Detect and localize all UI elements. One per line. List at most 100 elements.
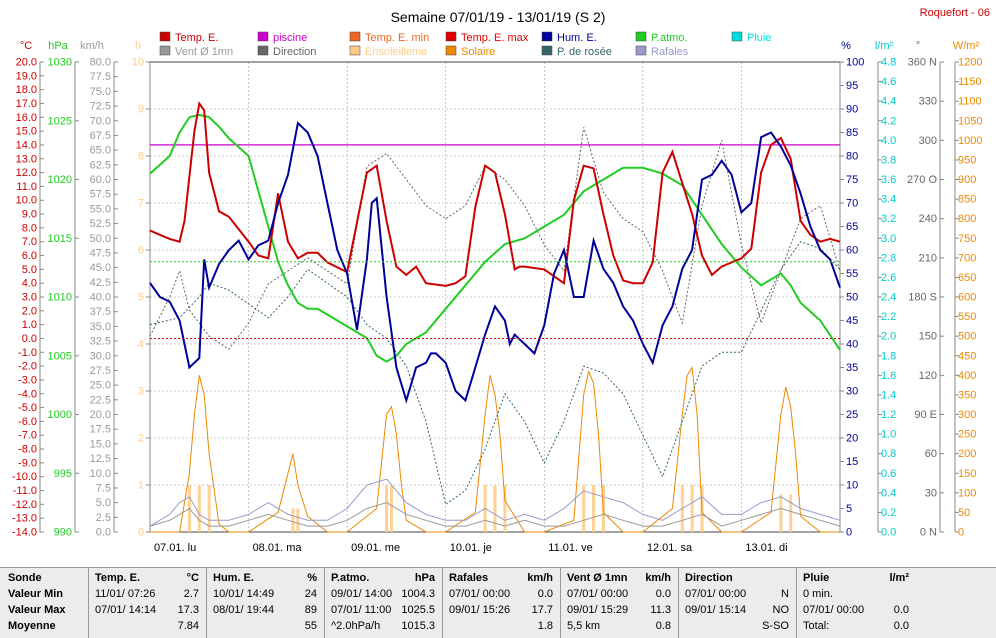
dir-title: Direction (685, 572, 733, 584)
temp-tick-label: -10.0 (12, 471, 37, 483)
series-line-temp-e- (149, 100, 841, 287)
temp-max: 17.3 (177, 604, 199, 616)
chart-axes: 07.01. lu 08.01. ma 09.01. me 10.01. je 11.0… (12, 40, 983, 554)
sun-tick-label: 0 (138, 527, 144, 539)
dir-tick-label: 240 (919, 213, 937, 225)
sun-tick-label: 4 (138, 339, 144, 351)
hum-unit: % (307, 572, 317, 584)
hum-tick-label: 65 (846, 221, 858, 233)
press-tick-label: 1030 (48, 57, 72, 69)
summary-col-press: P.atmo. hPa 09/01/ 14:00 1004.3 07/01/ 1… (324, 568, 443, 638)
wind-axis-unit: km/h (80, 40, 104, 52)
legend-swatch (541, 45, 553, 56)
wind-tick-label: 62.5 (90, 159, 111, 171)
x-tick-label: 08.01. ma (253, 542, 303, 554)
wind-tick-label: 15.0 (90, 438, 111, 450)
solar-tick-label: 400 (958, 370, 976, 382)
rain-tick-label: 0.2 (881, 507, 896, 519)
hum-tick-label: 50 (846, 292, 858, 304)
wind-tick-label: 42.5 (90, 277, 111, 289)
temp-tick-label: -12.0 (12, 499, 37, 511)
series-line-solaire (150, 366, 840, 533)
dir-tick-label: 330 (919, 96, 937, 108)
gust-unit: km/h (527, 572, 553, 584)
rain-tick-label: 4.6 (881, 76, 896, 88)
rain-tick-label: 3.4 (881, 194, 896, 206)
press-tick-label: 1025 (48, 115, 72, 127)
hum-min: 24 (304, 588, 317, 600)
press-title: P.atmo. (331, 572, 370, 584)
rain-tick-label: 0.8 (881, 448, 896, 460)
temp-tick-label: -8.0 (18, 444, 37, 456)
summary-col-dir: Direction 07/01/ 00:00 N 09/01/ 15:14 NO… (678, 568, 797, 638)
temp-tick-label: 14.0 (16, 139, 37, 151)
legend-label: Pluie (747, 32, 771, 44)
hum-max-when: 08/01/ 19:44 (213, 604, 275, 616)
solar-tick-label: 850 (958, 194, 976, 206)
sunshine-bar (503, 485, 507, 532)
wind-tick-label: 12.5 (90, 453, 111, 465)
wind-avg-label: 5,5 km (567, 620, 601, 632)
wind-tick-label: 27.5 (90, 365, 111, 377)
wind-tick-label: 77.5 (90, 71, 111, 83)
gust-avg: 1.8 (537, 620, 553, 632)
press-max-when: 07/01/ 11:00 (331, 604, 392, 616)
solar-axis-unit: W/m² (953, 40, 980, 52)
legend-label: Rafales (651, 46, 689, 58)
temp-tick-label: 20.0 (16, 57, 37, 69)
hum-tick-label: 30 (846, 386, 858, 398)
rain-tick-label: 2.0 (881, 331, 896, 343)
wind-tick-label: 10.0 (90, 468, 111, 480)
summary-col-hum: Hum. E. % 10/01/ 14:49 24 08/01/ 19:44 8… (206, 568, 325, 638)
rain-tick-label: 0.4 (881, 487, 896, 499)
dir-tick-label: 210 (919, 252, 937, 264)
hum-tick-label: 75 (846, 174, 858, 186)
rain-tick-label: 1.0 (881, 429, 896, 441)
summary-row-labels: Sonde Valeur Min Valeur Max Moyenne (0, 568, 88, 638)
rain-min-when: 0 min. (803, 588, 833, 600)
wind-tick-label: 30.0 (90, 350, 111, 362)
x-tick-label: 07.01. lu (154, 542, 196, 554)
sun-tick-label: 1 (138, 480, 144, 492)
temp-unit: °C (186, 572, 199, 584)
temp-tick-label: -9.0 (18, 457, 37, 469)
chart-series (149, 100, 841, 533)
dir-tick-label: 150 (919, 331, 937, 343)
legend-label: P.atmo. (651, 32, 688, 44)
hum-tick-label: 40 (846, 339, 858, 351)
wind-unit: km/h (645, 572, 671, 584)
sunshine-bar (493, 485, 497, 532)
hum-min-when: 10/01/ 14:49 (213, 588, 275, 600)
wind-tick-label: 37.5 (90, 306, 111, 318)
rain-tick-label: 1.6 (881, 370, 896, 382)
dir-min: N (781, 588, 789, 600)
hum-tick-label: 15 (846, 456, 858, 468)
temp-tick-label: -1.0 (18, 347, 37, 359)
wind-tick-label: 70.0 (90, 115, 111, 127)
x-tick-label: 12.01. sa (647, 542, 693, 554)
series-line-vent-1mn (149, 502, 841, 527)
temp-tick-label: 19.0 (16, 70, 37, 82)
hum-tick-label: 10 (846, 480, 858, 492)
press-tick-label: 1010 (48, 292, 72, 304)
temp-tick-label: -5.0 (18, 402, 37, 414)
solar-tick-label: 950 (958, 154, 976, 166)
wind-tick-label: 67.5 (90, 130, 111, 142)
press-avg: 1015.3 (401, 620, 435, 632)
summary-col-rain: Pluie l/m² 0 min. 07/01/ 00:00 0.0 Total… (796, 568, 917, 638)
press-min: 1004.3 (401, 588, 435, 600)
rain-max: 0.0 (893, 604, 909, 616)
rain-tick-label: 2.8 (881, 252, 896, 264)
wind-tick-label: 55.0 (90, 203, 111, 215)
series-line-rafales (149, 478, 841, 527)
dir-tick-label: 360 N (908, 57, 937, 69)
chart-grid (149, 61, 841, 533)
rain-tick-label: 3.6 (881, 174, 896, 186)
temp-tick-label: 11.0 (16, 181, 37, 193)
legend-swatch (731, 31, 743, 42)
legend-swatch (349, 45, 361, 56)
temp-tick-label: -11.0 (13, 485, 37, 497)
hum-tick-label: 25 (846, 409, 858, 421)
temp-tick-label: 9.0 (22, 209, 37, 221)
hum-tick-label: 35 (846, 362, 858, 374)
